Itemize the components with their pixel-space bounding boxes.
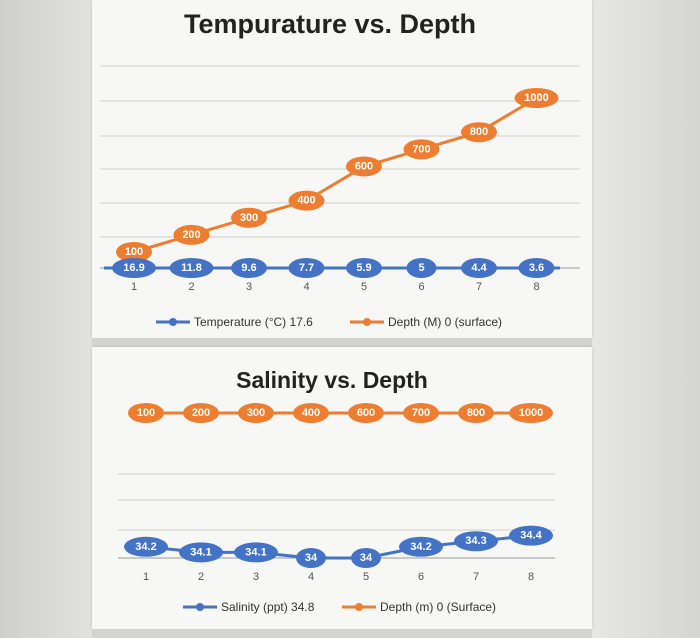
data-point-marker <box>351 548 381 568</box>
salinity-chart-panel <box>92 347 592 629</box>
x-tick-label: 7 <box>476 281 482 293</box>
data-point-marker <box>173 224 210 245</box>
data-label: 800 <box>467 407 485 419</box>
data-label: 400 <box>302 407 320 419</box>
data-label: 34.3 <box>465 535 486 547</box>
x-tick-label: 4 <box>308 571 314 583</box>
data-label: 34.1 <box>190 546 211 558</box>
x-tick-label: 6 <box>418 571 424 583</box>
data-label: 9.6 <box>241 262 256 274</box>
data-point-marker <box>296 548 326 568</box>
data-point-marker <box>112 258 156 278</box>
x-tick-label: 8 <box>528 571 534 583</box>
x-tick-label: 5 <box>363 571 369 583</box>
data-label: 34.1 <box>245 546 266 558</box>
data-point-marker <box>288 258 325 278</box>
data-point-marker <box>406 258 437 278</box>
legend-swatch-marker <box>196 603 204 611</box>
legend-swatch-marker <box>363 318 371 326</box>
x-tick-label: 3 <box>246 281 252 293</box>
data-label: 600 <box>357 407 375 419</box>
data-label: 16.9 <box>123 262 144 274</box>
chart-1: Tempurature vs. Depth 1 2 3 4 5 6 7 8 100 200 300 40… <box>100 9 580 329</box>
data-point-marker <box>231 207 267 228</box>
data-point-marker <box>348 403 384 423</box>
data-label: 700 <box>412 407 430 419</box>
data-label: 400 <box>297 195 315 207</box>
data-label: 1000 <box>519 407 543 419</box>
data-point-marker <box>128 403 164 423</box>
data-point-marker <box>461 122 497 143</box>
data-point-marker <box>288 190 325 211</box>
legend-label: Temperature (°C) 17.6 <box>194 315 313 329</box>
data-label: 200 <box>192 407 210 419</box>
data-label: 300 <box>240 212 258 224</box>
panel-separator <box>92 338 592 347</box>
x-tick-label: 2 <box>188 281 194 293</box>
x-tick-label: 6 <box>418 281 424 293</box>
data-label: 5.9 <box>356 262 371 274</box>
chart-title: Tempurature vs. Depth <box>184 9 476 39</box>
x-tick-label: 5 <box>361 281 367 293</box>
x-tick-label: 1 <box>131 281 137 293</box>
legend-label: Depth (M) 0 (surface) <box>388 315 502 329</box>
data-point-marker <box>346 156 382 177</box>
data-point-marker <box>124 536 168 557</box>
data-point-marker <box>399 536 443 557</box>
data-point-marker <box>454 531 498 552</box>
x-tick-label: 1 <box>143 571 149 583</box>
data-label: 100 <box>137 407 155 419</box>
data-label: 34 <box>360 552 373 564</box>
data-point-marker <box>169 258 214 278</box>
legend-swatch-marker <box>355 603 363 611</box>
data-label: 5 <box>418 262 424 274</box>
data-label: 800 <box>470 126 488 138</box>
data-label: 11.8 <box>181 262 202 274</box>
data-label: 700 <box>412 143 430 155</box>
data-point-marker <box>234 542 278 563</box>
data-point-marker <box>509 525 553 546</box>
data-label: 100 <box>125 246 143 258</box>
data-point-marker <box>458 403 494 423</box>
x-tick-label: 2 <box>198 571 204 583</box>
data-point-marker <box>403 403 439 423</box>
data-point-marker <box>514 88 559 108</box>
legend-label: Salinity (ppt) 34.8 <box>221 600 315 614</box>
data-label: 600 <box>355 160 373 172</box>
data-point-marker <box>346 258 382 278</box>
data-point-marker <box>238 403 274 423</box>
data-point-marker <box>293 403 329 423</box>
data-label: 4.4 <box>471 262 487 274</box>
data-label: 34.2 <box>135 541 156 553</box>
data-label: 7.7 <box>299 262 314 274</box>
data-point-marker <box>183 403 219 423</box>
x-tick-label: 7 <box>473 571 479 583</box>
data-point-marker <box>403 139 440 160</box>
data-label: 1000 <box>524 92 548 104</box>
data-point-marker <box>518 258 555 278</box>
chart-title: Salinity vs. Depth <box>236 367 428 393</box>
data-point-marker <box>461 258 497 278</box>
data-point-marker <box>231 258 267 278</box>
data-point-marker <box>509 403 553 423</box>
data-point-marker <box>116 242 152 262</box>
legend-swatch-marker <box>169 318 177 326</box>
data-point-marker <box>179 542 223 563</box>
x-tick-label: 4 <box>303 281 309 293</box>
data-label: 34.2 <box>410 541 431 553</box>
data-label: 34 <box>305 552 318 564</box>
data-label: 200 <box>182 229 200 241</box>
data-label: 300 <box>247 407 265 419</box>
panel-separator-bottom <box>92 629 592 638</box>
x-tick-label: 3 <box>253 571 259 583</box>
data-label: 34.4 <box>520 530 542 542</box>
legend-label: Depth (m) 0 (Surface) <box>380 600 496 614</box>
x-tick-label: 8 <box>533 281 539 293</box>
data-label: 3.6 <box>529 262 544 274</box>
